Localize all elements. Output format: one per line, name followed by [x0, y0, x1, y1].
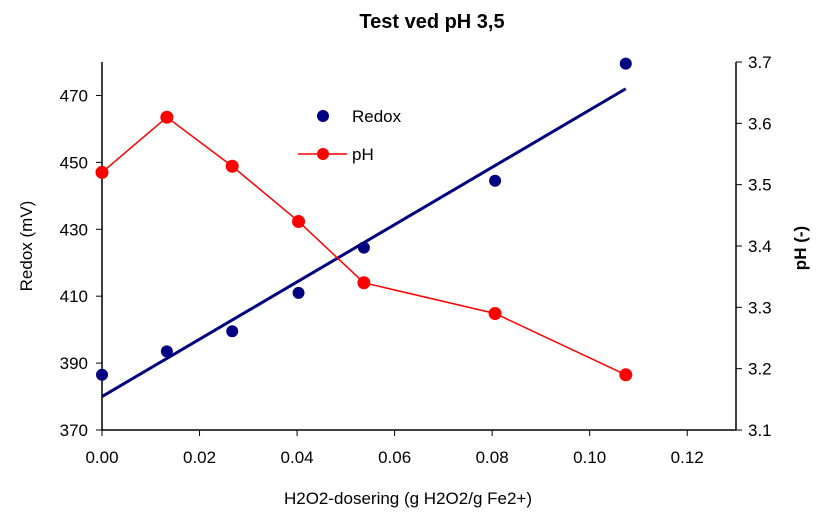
ph-point	[357, 276, 371, 290]
redox-point	[619, 57, 632, 70]
y-axis-ticks: 370 390 410 430 450 470	[60, 86, 102, 440]
y-tick-label: 410	[60, 287, 88, 306]
y2-axis-title: pH (-)	[791, 226, 810, 270]
redox-point	[489, 174, 502, 187]
redox-point	[96, 368, 108, 381]
legend-marker-ph	[317, 148, 329, 160]
y-tick-label: 370	[60, 421, 88, 440]
y2-tick-label: 3.2	[748, 360, 772, 379]
y2-tick-label: 3.3	[748, 298, 772, 317]
y2-axis-ticks: 3.1 3.2 3.3 3.4 3.5 3.6 3.7	[736, 53, 772, 440]
y-tick-label: 450	[60, 153, 88, 172]
y2-tick-label: 3.4	[748, 237, 772, 256]
ph-point	[619, 368, 633, 382]
y2-tick-label: 3.7	[748, 53, 772, 72]
y-tick-label: 430	[60, 220, 88, 239]
x-axis-ticks: 0.00 0.02 0.04 0.06 0.08 0.10 0.12	[85, 430, 704, 467]
y2-tick-label: 3.5	[748, 176, 772, 195]
legend-label-redox: Redox	[352, 107, 402, 126]
redox-point	[357, 241, 370, 254]
y-tick-label: 470	[60, 86, 88, 105]
x-tick-label: 0.04	[281, 448, 314, 467]
y2-tick-label: 3.6	[748, 114, 772, 133]
ph-point	[95, 165, 109, 179]
legend-marker-redox	[317, 110, 329, 122]
x-axis-title: H2O2-dosering (g H2O2/g Fe2+)	[284, 489, 532, 508]
legend: Redox pH	[288, 90, 448, 168]
legend-label-ph: pH	[352, 145, 374, 164]
ph-point	[225, 159, 239, 173]
y2-tick-label: 3.1	[748, 421, 772, 440]
x-tick-label: 0.06	[378, 448, 411, 467]
chart-title: Test ved pH 3,5	[359, 11, 504, 33]
x-tick-label: 0.10	[573, 448, 606, 467]
plot-marks	[95, 57, 633, 398]
legend-box	[288, 90, 448, 168]
x-tick-label: 0.00	[85, 448, 118, 467]
ph-point	[488, 306, 502, 320]
y-tick-label: 390	[60, 354, 88, 373]
x-tick-label: 0.12	[671, 448, 704, 467]
redox-point	[292, 286, 305, 299]
x-tick-label: 0.08	[476, 448, 509, 467]
ph-point	[160, 110, 174, 124]
redox-point	[160, 345, 173, 358]
redox-point	[226, 325, 239, 338]
ph-point	[292, 214, 306, 228]
y-axis-title: Redox (mV)	[17, 201, 36, 292]
x-tick-label: 0.02	[183, 448, 216, 467]
